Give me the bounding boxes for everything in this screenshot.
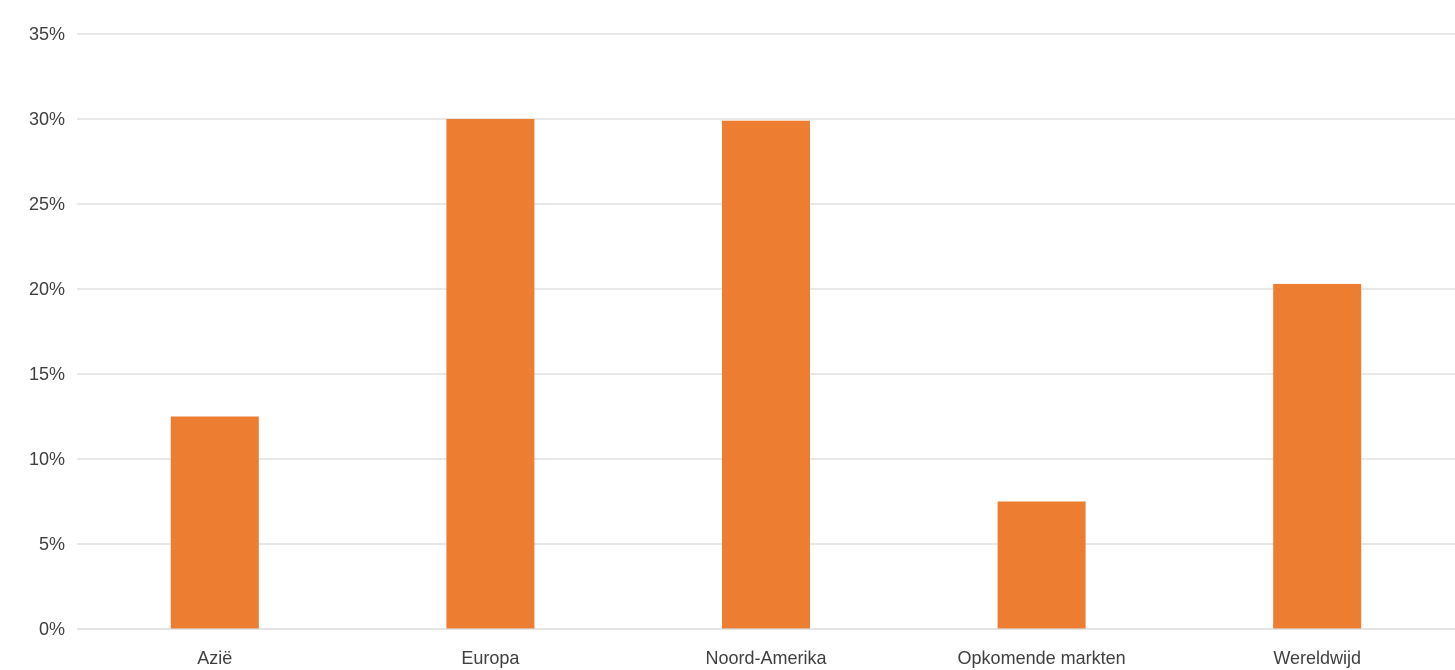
y-axis-tick-labels: 0% 5% 10% 15% 20% 25% 30% 35% [29, 24, 65, 639]
bar-wereldwijd [1273, 283, 1362, 629]
y-tick-label: 25% [29, 194, 65, 214]
y-tick-label: 35% [29, 24, 65, 44]
x-category-label: Noord-Amerika [705, 648, 827, 668]
bars [170, 119, 1362, 629]
x-axis-category-labels: Azië Europa Noord-Amerika Opkomende markten… [197, 648, 1361, 668]
y-tick-label: 5% [39, 534, 65, 554]
x-category-label: Opkomende markten [958, 648, 1126, 668]
bar-noord-amerika [722, 120, 810, 629]
bar-opkomende-markten [997, 501, 1086, 629]
bar-azië [170, 416, 259, 629]
y-tick-label: 30% [29, 109, 65, 129]
x-category-label: Azië [197, 648, 232, 668]
y-tick-label: 20% [29, 279, 65, 299]
bar-europa [446, 119, 535, 629]
y-tick-label: 10% [29, 449, 65, 469]
y-tick-label: 0% [39, 619, 65, 639]
x-category-label: Wereldwijd [1273, 648, 1361, 668]
x-category-label: Europa [461, 648, 520, 668]
y-tick-label: 15% [29, 364, 65, 384]
